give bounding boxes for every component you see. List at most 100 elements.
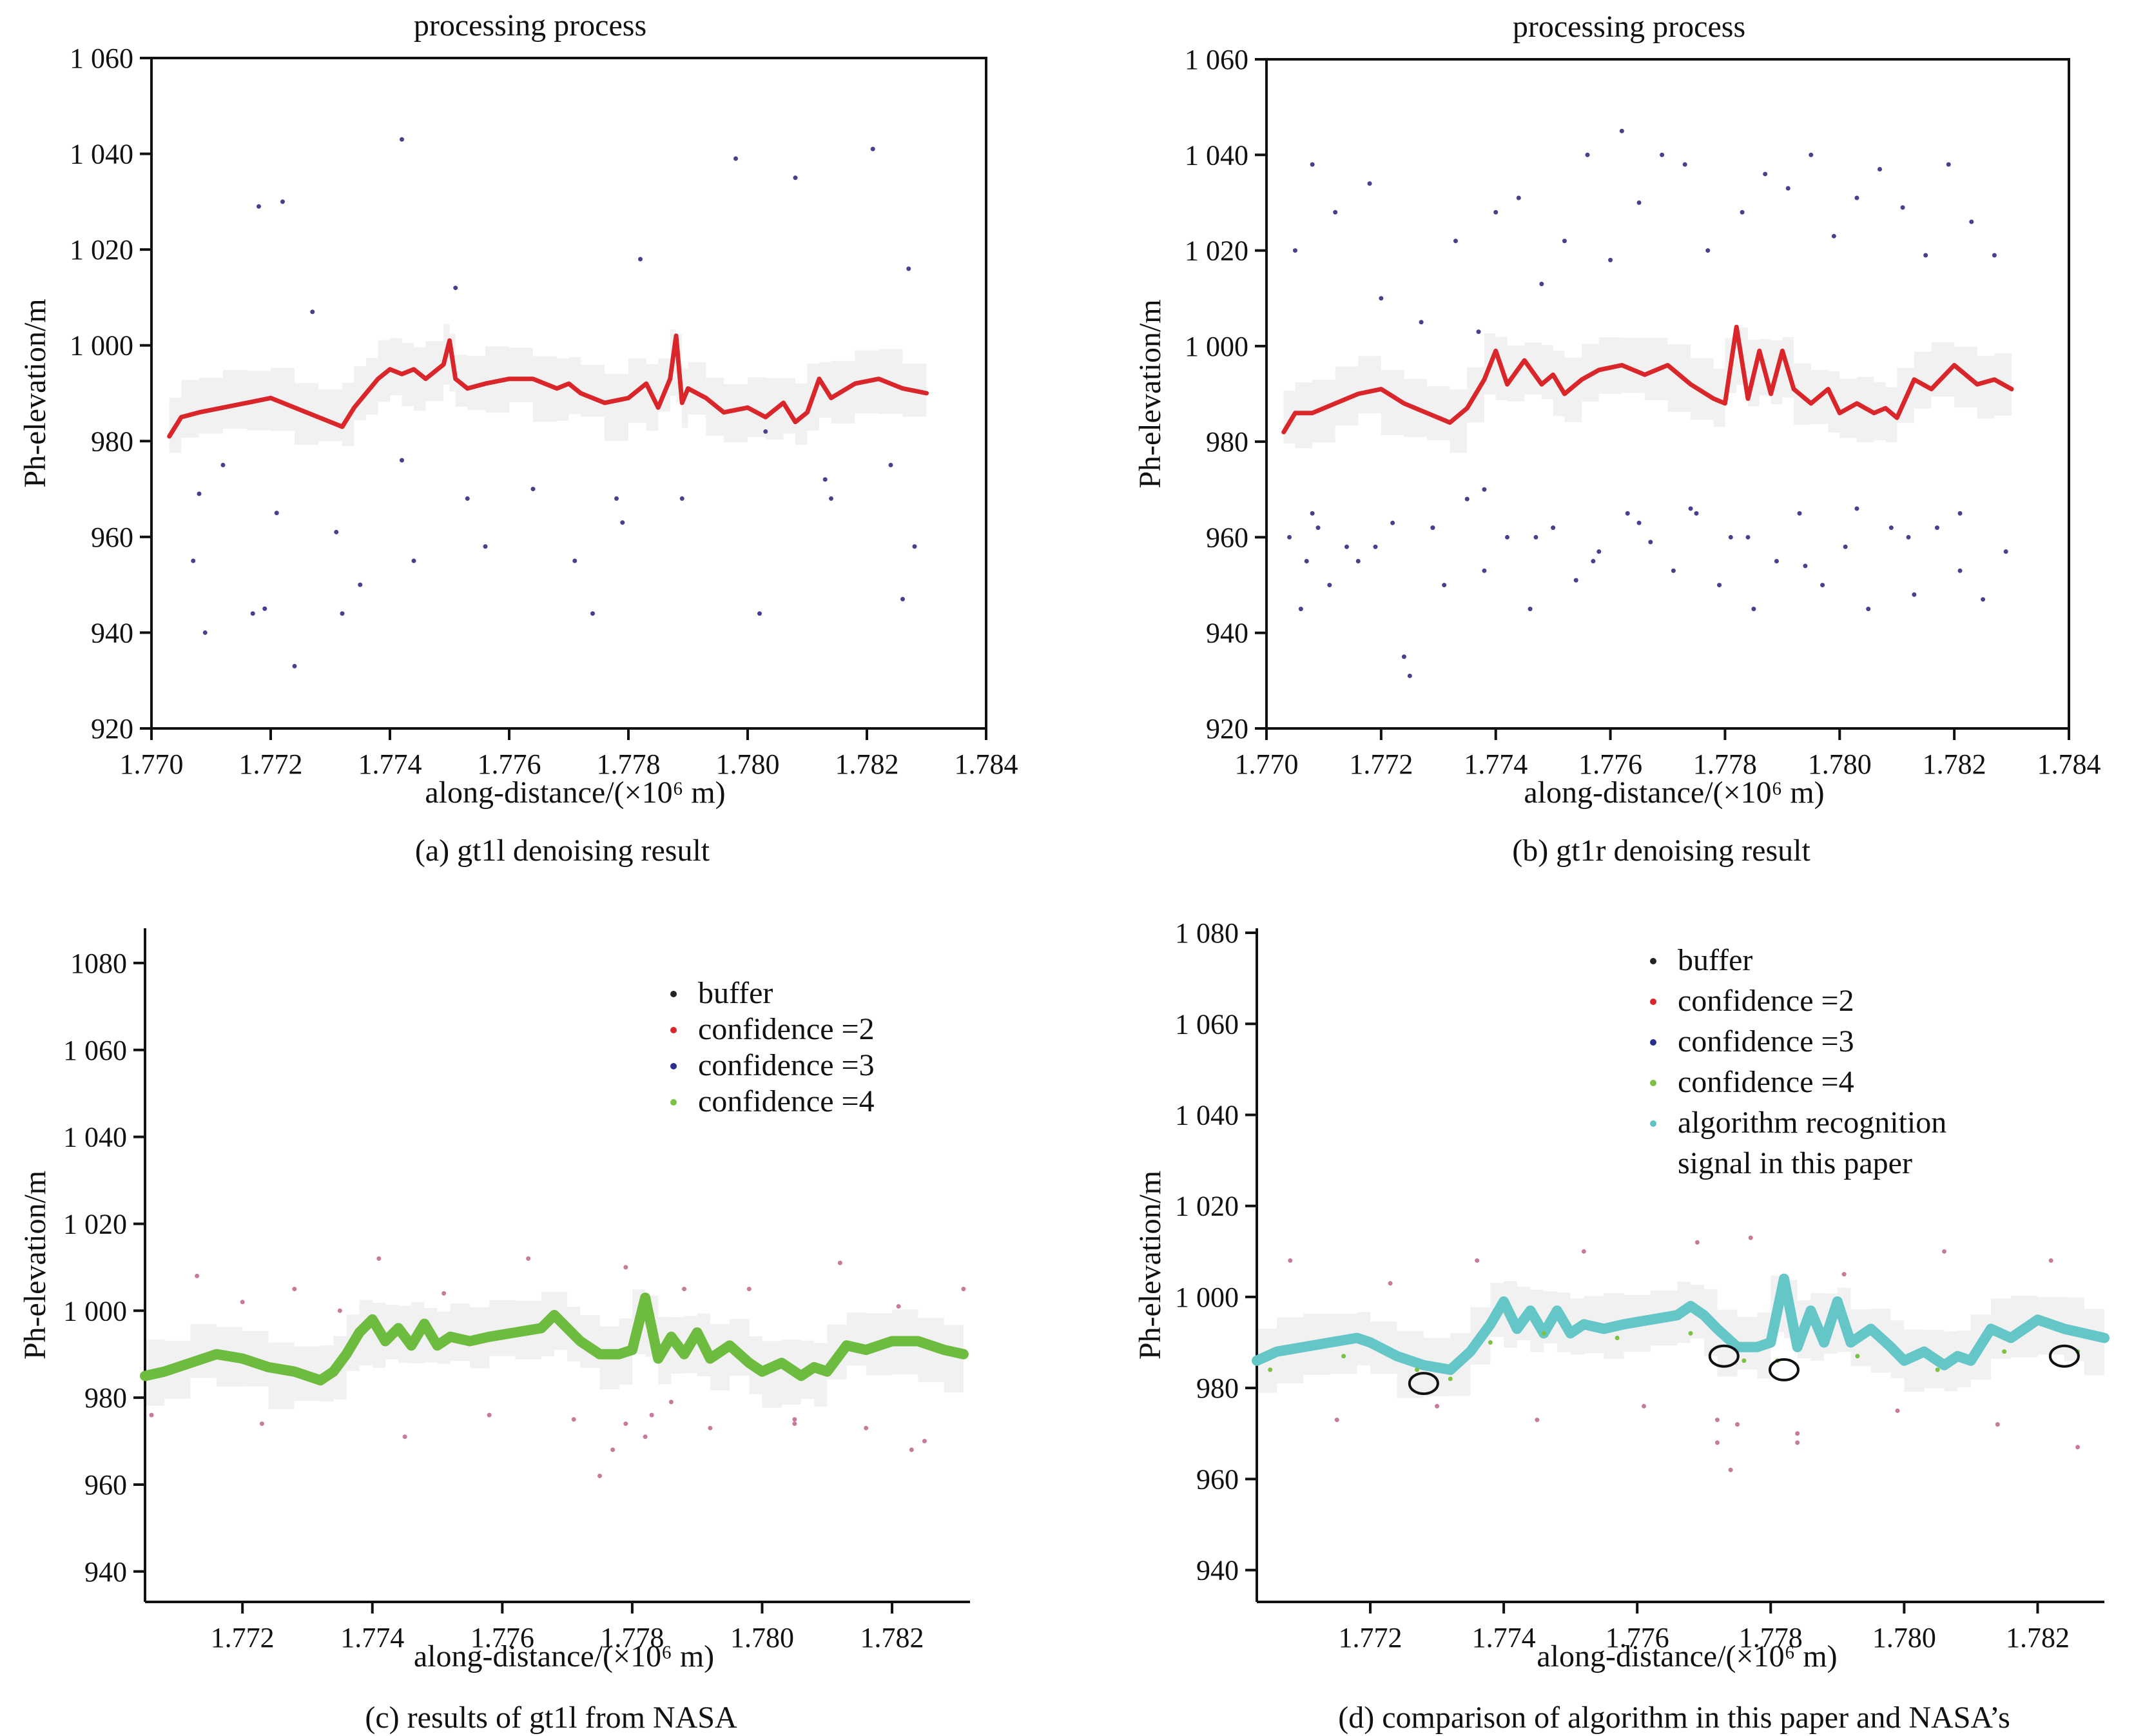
- data-point: [668, 1400, 674, 1405]
- data-point: [906, 266, 911, 271]
- x-tick-label: 1.770: [1235, 748, 1299, 780]
- data-point: [1464, 496, 1470, 502]
- buffer-cell: [557, 358, 569, 421]
- data-point: [1475, 1258, 1480, 1263]
- legend-swatch: [1650, 958, 1656, 964]
- data-point: [1551, 525, 1556, 531]
- y-axis-label: Ph-elevation/m: [1133, 299, 1167, 488]
- data-point: [1728, 1467, 1733, 1472]
- data-point: [1619, 128, 1624, 133]
- data-point: [1941, 1249, 1946, 1254]
- data-point: [623, 1421, 628, 1427]
- data-point: [1717, 583, 1722, 588]
- y-tick-label: 1 060: [1175, 1008, 1239, 1040]
- data-point: [822, 477, 828, 482]
- buffer-cell: [1295, 382, 1313, 449]
- data-point: [1476, 329, 1481, 335]
- data-point: [829, 496, 833, 501]
- y-tick-label: 1 020: [70, 234, 133, 266]
- y-tick-label: 1 000: [63, 1295, 127, 1327]
- buffer-cell: [795, 383, 808, 445]
- y-tick-label: 980: [1196, 1372, 1239, 1404]
- data-point: [149, 1412, 154, 1418]
- data-point: [610, 1447, 616, 1452]
- data-point: [530, 487, 536, 492]
- data-point: [1797, 511, 1802, 516]
- data-point: [1866, 607, 1871, 612]
- data-point: [792, 1421, 797, 1427]
- series-points: [1287, 128, 2008, 678]
- data-point: [757, 611, 762, 616]
- data-point: [1292, 248, 1297, 253]
- data-point: [1854, 195, 1859, 200]
- data-point: [411, 558, 416, 563]
- data-point: [1516, 195, 1521, 200]
- data-point: [793, 175, 798, 180]
- data-point: [1841, 1272, 1847, 1277]
- legend-label: confidence =3: [1678, 1024, 1854, 1058]
- x-axis-label: along-distance/(×10⁶ m): [414, 1639, 714, 1673]
- y-tick-label: 1 000: [1185, 331, 1248, 362]
- data-point: [1581, 1249, 1586, 1254]
- data-point: [1298, 607, 1303, 612]
- panel-title: processing process: [1513, 10, 1745, 44]
- series-line: [140, 1292, 969, 1386]
- data-point: [1573, 578, 1578, 583]
- data-point: [1995, 1422, 2000, 1427]
- legend-swatch: [1650, 1080, 1656, 1086]
- data-point: [571, 1417, 576, 1422]
- series-points: [191, 137, 917, 668]
- y-tick-label: 1 000: [70, 330, 133, 362]
- data-point: [1992, 253, 1997, 258]
- data-point: [1315, 525, 1321, 531]
- data-point: [1957, 511, 1963, 516]
- x-tick-label: 1.774: [340, 1622, 404, 1653]
- data-point: [1390, 520, 1395, 525]
- x-tick-label: 1.782: [835, 748, 899, 780]
- data-point: [682, 1287, 687, 1292]
- data-point: [1442, 583, 1447, 588]
- data-point: [1287, 534, 1292, 540]
- data-point: [1923, 253, 1928, 258]
- legend-swatch: [1650, 999, 1656, 1005]
- x-tick-label: 1.778: [597, 748, 661, 780]
- data-point: [465, 496, 470, 501]
- data-point: [746, 1287, 752, 1292]
- data-point: [763, 429, 768, 434]
- highlight-ellipse: [1768, 1358, 1800, 1381]
- data-point: [1535, 1418, 1540, 1423]
- data-point: [1688, 1331, 1693, 1336]
- data-point: [1946, 162, 1951, 167]
- legend-label: signal in this paper: [1678, 1146, 1912, 1180]
- y-tick-label: 960: [91, 522, 133, 553]
- data-point: [888, 462, 893, 467]
- buffer-cell: [1358, 356, 1381, 414]
- data-point: [909, 1447, 914, 1452]
- series-confidence-2: [1288, 1235, 2081, 1472]
- buffer-cell: [378, 340, 390, 402]
- x-tick-label: 1.774: [358, 748, 422, 780]
- data-point: [1888, 525, 1894, 531]
- buffer-cell: [199, 378, 223, 434]
- data-point: [638, 257, 643, 262]
- data-point: [1688, 506, 1693, 511]
- data-point: [1981, 597, 1986, 602]
- data-point: [1448, 1376, 1453, 1381]
- x-tick-label: 1.772: [211, 1622, 275, 1653]
- data-point: [1625, 511, 1630, 516]
- data-point: [1642, 1403, 1647, 1409]
- y-tick-label: 1 020: [1175, 1191, 1239, 1222]
- buffer-cell: [846, 1312, 866, 1366]
- buffer-cell: [402, 342, 414, 406]
- data-point: [961, 1287, 966, 1292]
- buffer-cell: [390, 338, 402, 396]
- buffer-band: [169, 324, 927, 453]
- buffer-cell: [1541, 345, 1553, 400]
- x-tick-label: 1.776: [1606, 1622, 1669, 1653]
- data-point: [2048, 1258, 2053, 1263]
- data-point: [1774, 559, 1779, 563]
- panel-title: processing process: [414, 8, 646, 43]
- data-point: [1820, 583, 1825, 588]
- data-point: [1795, 1431, 1800, 1436]
- highlight-ellipse: [2048, 1344, 2080, 1368]
